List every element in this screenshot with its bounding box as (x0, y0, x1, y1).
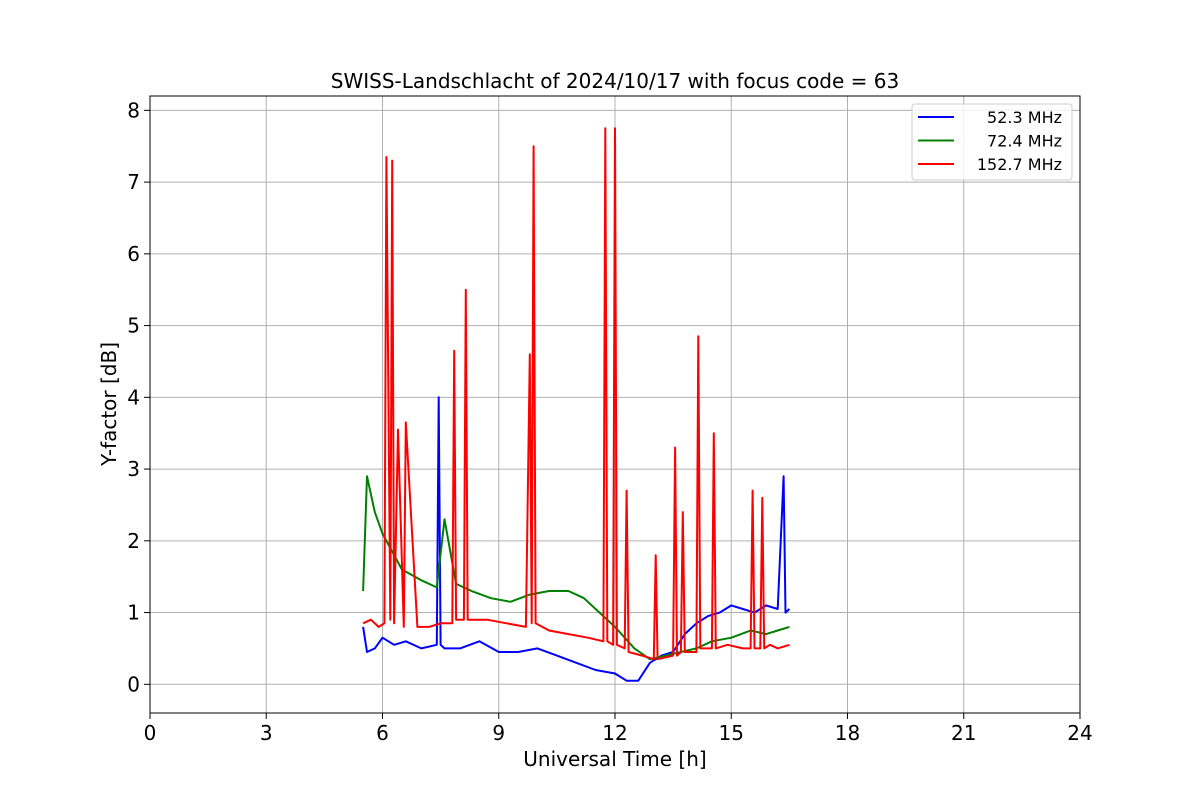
legend-label: 52.3 MHz (987, 108, 1062, 127)
x-tick-label: 9 (492, 721, 505, 745)
y-tick-label: 5 (127, 314, 140, 338)
series-layer (362, 127, 791, 682)
y-tick-label: 2 (127, 529, 140, 553)
series-line-2 (362, 475, 790, 661)
x-tick-label: 15 (719, 721, 744, 745)
x-tick-label: 24 (1067, 721, 1092, 745)
x-tick-label: 18 (835, 721, 860, 745)
y-tick-label: 4 (127, 385, 140, 409)
legend-label: 152.7 MHz (977, 155, 1062, 174)
x-tick-label: 12 (602, 721, 627, 745)
y-tick-label: 7 (127, 170, 140, 194)
y-tick-label: 8 (127, 98, 140, 122)
x-axis-label: Universal Time [h] (523, 747, 706, 771)
legend-box (911, 103, 1073, 181)
series-line-3 (362, 127, 790, 661)
y-axis-label: Y-factor [dB] (97, 342, 121, 467)
legend-label: 72.4 MHz (987, 132, 1062, 151)
x-tick-label: 0 (144, 721, 157, 745)
y-tick-label: 6 (127, 242, 140, 266)
y-tick-label: 3 (127, 457, 140, 481)
x-tick-label: 6 (376, 721, 389, 745)
x-tick-label: 21 (951, 721, 976, 745)
series-line-1 (362, 396, 791, 682)
chart-title: SWISS-Landschlacht of 2024/10/17 with fo… (331, 69, 899, 93)
y-tick-label: 0 (127, 672, 140, 696)
legend: 52.3 MHz 72.4 MHz 152.7 MHz (911, 103, 1073, 181)
x-tick-label: 3 (260, 721, 273, 745)
y-tick-label: 1 (127, 601, 140, 625)
